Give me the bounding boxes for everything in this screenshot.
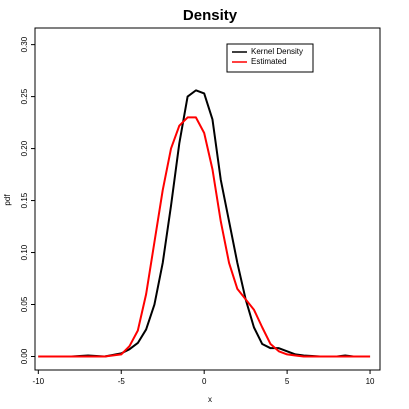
line (38, 89, 371, 358)
plot-frame (34, 27, 381, 371)
x-tick-label: -5 (118, 377, 126, 386)
x-tick-label: 10 (366, 377, 375, 386)
x-tick-label: -10 (33, 377, 45, 386)
y-axis-label: pdf (3, 194, 12, 206)
line (38, 116, 371, 358)
y-tick-label: 0.20 (20, 140, 29, 156)
y-tick-label: 0.00 (20, 348, 29, 364)
y-tick-label: 0.25 (20, 88, 29, 104)
legend-label: Estimated (251, 57, 287, 66)
x-axis-label: x (208, 395, 212, 404)
legend-box (226, 43, 314, 73)
chart-title: Density (183, 7, 238, 24)
y-tick-label: 0.30 (20, 36, 29, 52)
legend-label: Kernel Density (251, 47, 303, 56)
y-tick-label: 0.10 (20, 244, 29, 260)
x-tick-label: 0 (202, 377, 207, 386)
y-tick-label: 0.15 (20, 192, 29, 208)
x-tick-label: 5 (285, 377, 290, 386)
y-tick-label: 0.05 (20, 296, 29, 312)
